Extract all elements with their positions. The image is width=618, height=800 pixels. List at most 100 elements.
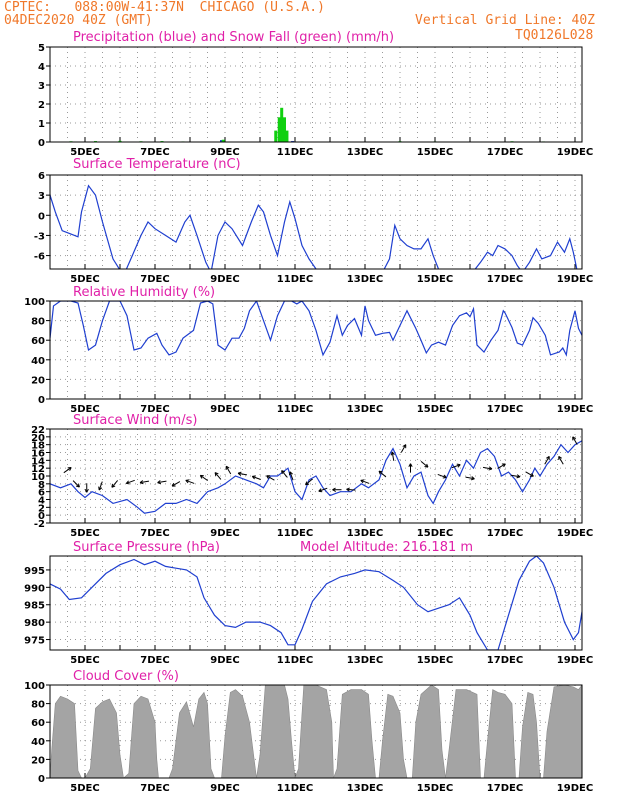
date-label: 11DEC bbox=[277, 783, 313, 794]
wind-arrow bbox=[318, 487, 328, 493]
y-tick-label: 3 bbox=[38, 191, 45, 202]
wind-arrow bbox=[288, 471, 294, 481]
y-tick-label: 0 bbox=[38, 138, 45, 149]
date-label: 15DEC bbox=[417, 783, 453, 794]
header-grid-note: Vertical Grid Line: 40Z bbox=[415, 13, 596, 28]
date-label: 5DEC bbox=[70, 274, 99, 285]
date-label: 7DEC bbox=[140, 147, 169, 158]
y-tick-label: 14 bbox=[31, 456, 45, 467]
date-label: 9DEC bbox=[210, 274, 239, 285]
y-tick-label: -6 bbox=[34, 252, 45, 263]
wind-arrow bbox=[266, 475, 275, 481]
precip-bar bbox=[274, 130, 278, 142]
wind-arrow bbox=[139, 480, 150, 485]
wind-arrow bbox=[525, 471, 534, 477]
y-tick-label: 10 bbox=[31, 472, 45, 483]
header-location: CPTEC: 088:00W-41:37N CHICAGO (U.S.A.) bbox=[4, 0, 325, 15]
panel-subtitle: Model Altitude: 216.181 m bbox=[300, 540, 473, 555]
y-tick-label: 80 bbox=[31, 700, 45, 711]
date-label: 7DEC bbox=[140, 404, 169, 415]
precip-bar bbox=[283, 117, 286, 142]
y-tick-label: 6 bbox=[38, 488, 45, 499]
y-tick-label: 980 bbox=[24, 618, 45, 629]
y-tick-label: -3 bbox=[34, 231, 45, 242]
date-label: 9DEC bbox=[210, 783, 239, 794]
wind-arrow bbox=[305, 478, 313, 486]
y-tick-label: 18 bbox=[31, 441, 45, 452]
y-tick-label: 6 bbox=[38, 171, 45, 182]
date-label: 11DEC bbox=[277, 274, 313, 285]
wind-arrow bbox=[225, 465, 232, 475]
y-tick-label: 8 bbox=[38, 480, 45, 491]
precip-bar bbox=[220, 140, 223, 142]
panel-cloud: 0 20 40 60 80 100 5DEC 7DEC 9DEC 11DEC 13DEC 15DEC 1… bbox=[24, 669, 593, 794]
wind-arrow bbox=[378, 470, 387, 478]
wind-arrow bbox=[171, 481, 181, 487]
wind-arrow bbox=[199, 474, 208, 481]
date-label: 17DEC bbox=[487, 655, 523, 666]
y-tick-label: 40 bbox=[31, 737, 45, 748]
y-tick-label: 16 bbox=[31, 449, 45, 460]
wind-arrow bbox=[98, 481, 103, 491]
panel-precip: 0 1 2 3 4 5 5DEC 7DEC 9DEC 11DEC 13DEC 15DEC 17DEC 19… bbox=[38, 30, 593, 158]
panel-title: Surface Wind (m/s) bbox=[73, 413, 197, 428]
y-tick-label: 80 bbox=[31, 317, 45, 328]
y-tick-label: 20 bbox=[31, 755, 45, 766]
date-label: 9DEC bbox=[210, 147, 239, 158]
wind-arrow bbox=[558, 456, 564, 465]
wind-arrow bbox=[72, 480, 80, 488]
wind-arrow bbox=[281, 470, 288, 478]
date-label: 17DEC bbox=[487, 528, 523, 539]
date-label: 19DEC bbox=[557, 147, 593, 158]
date-label: 19DEC bbox=[557, 655, 593, 666]
precip-bar bbox=[277, 117, 281, 142]
date-label: 19DEC bbox=[557, 274, 593, 285]
date-label: 5DEC bbox=[70, 783, 99, 794]
date-label: 9DEC bbox=[210, 655, 239, 666]
date-label: 11DEC bbox=[277, 404, 313, 415]
date-label: 7DEC bbox=[140, 655, 169, 666]
y-tick-label: 995 bbox=[24, 566, 45, 577]
cloud-cover-area bbox=[50, 685, 582, 778]
date-label: 17DEC bbox=[487, 274, 523, 285]
wind-arrow bbox=[510, 474, 521, 479]
wind-arrow bbox=[125, 479, 135, 485]
wind-arrow bbox=[544, 456, 550, 465]
y-tick-label: 4 bbox=[38, 496, 45, 507]
panel-temp: -6 -3 0 3 6 5DEC 7DEC 9DEC 11DEC 13DEC 15DEC 17DEC 1… bbox=[34, 157, 593, 285]
wind-arrow bbox=[111, 480, 119, 488]
y-tick-label: 985 bbox=[24, 601, 45, 612]
date-label: 9DEC bbox=[210, 404, 239, 415]
date-label: 19DEC bbox=[557, 528, 593, 539]
panel-frame bbox=[49, 300, 583, 400]
header-model-code: TQ0126L028 bbox=[515, 28, 594, 43]
y-tick-label: 3 bbox=[38, 81, 45, 92]
y-tick-label: 12 bbox=[31, 464, 45, 475]
precip-bar bbox=[280, 107, 284, 142]
wind-arrow bbox=[420, 460, 429, 468]
wind-arrow bbox=[63, 467, 72, 474]
wind-arrow bbox=[214, 472, 222, 480]
y-tick-label: 2 bbox=[38, 100, 45, 111]
panel-title: Surface Temperature (nC) bbox=[73, 157, 241, 172]
date-label: 17DEC bbox=[487, 404, 523, 415]
date-label: 15DEC bbox=[417, 274, 453, 285]
date-label: 13DEC bbox=[347, 655, 383, 666]
date-label: 17DEC bbox=[487, 147, 523, 158]
wind-arrow bbox=[465, 476, 475, 481]
wind-arrow bbox=[497, 463, 506, 469]
wind-arrow bbox=[400, 444, 407, 453]
date-label: 5DEC bbox=[70, 147, 99, 158]
y-tick-label: 40 bbox=[31, 356, 45, 367]
precip-bar bbox=[285, 130, 289, 142]
date-label: 19DEC bbox=[557, 404, 593, 415]
y-tick-label: 1 bbox=[38, 119, 45, 130]
date-label: 15DEC bbox=[417, 528, 453, 539]
wind-arrow bbox=[237, 471, 248, 476]
wind-arrow bbox=[390, 451, 395, 461]
date-label: 17DEC bbox=[487, 783, 523, 794]
date-label: 11DEC bbox=[277, 147, 313, 158]
date-label: 7DEC bbox=[140, 274, 169, 285]
wind-line bbox=[50, 440, 582, 514]
